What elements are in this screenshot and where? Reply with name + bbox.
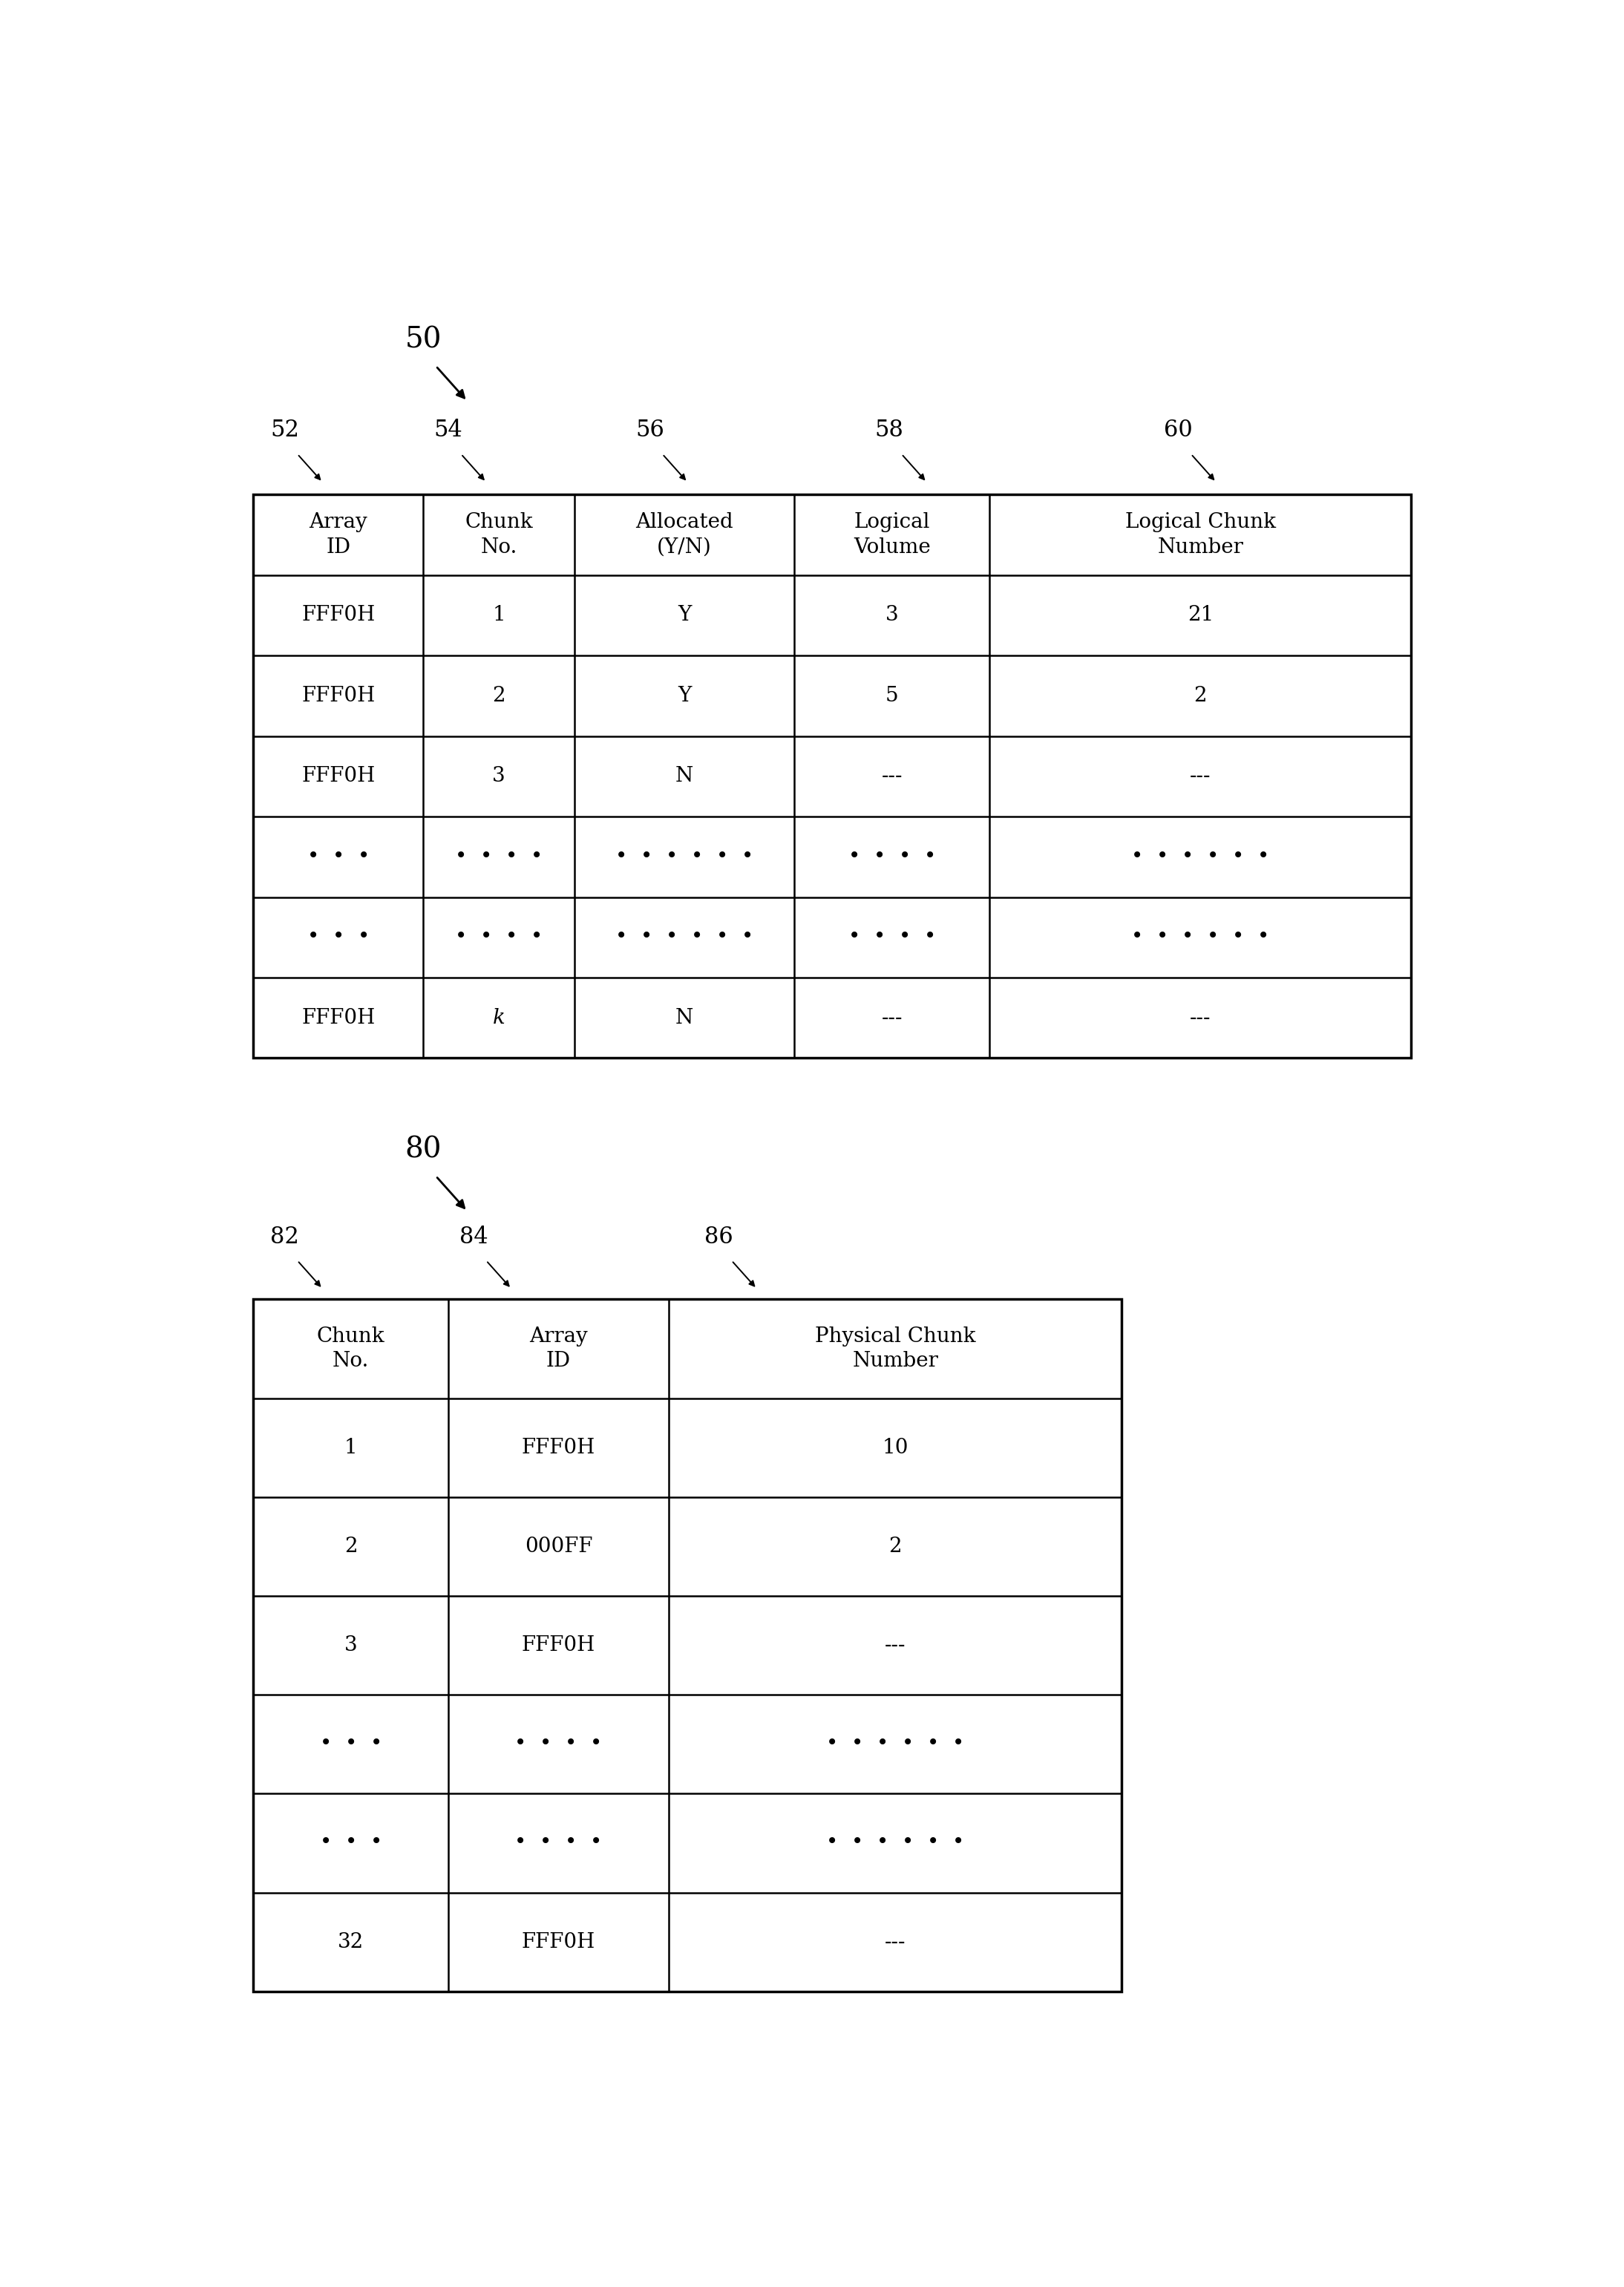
Text: •  •  •: • • •: [307, 846, 370, 867]
Text: •  •  •  •: • • • •: [848, 846, 935, 867]
Text: 82: 82: [270, 1226, 299, 1249]
Text: Physical Chunk
Number: Physical Chunk Number: [815, 1326, 976, 1372]
Text: 1: 1: [344, 1439, 357, 1457]
Text: Y: Y: [677, 606, 692, 624]
Text: 60: 60: [1164, 419, 1192, 441]
Text: 58: 58: [874, 419, 903, 441]
Text: •  •  •  •  •  •: • • • • • •: [827, 1834, 965, 1852]
Text: 3: 3: [344, 1635, 357, 1656]
Text: •  •  •  •: • • • •: [455, 846, 542, 867]
Text: ---: ---: [885, 1635, 906, 1656]
Text: 3: 3: [885, 606, 898, 624]
Text: 1: 1: [492, 606, 505, 624]
Text: 000FF: 000FF: [525, 1537, 593, 1557]
Text: 2: 2: [344, 1537, 357, 1557]
Text: 2: 2: [1194, 686, 1207, 707]
Text: •  •  •  •  •  •: • • • • • •: [615, 926, 754, 947]
Text: 50: 50: [404, 327, 442, 354]
Text: 32: 32: [338, 1933, 364, 1953]
Text: FFF0H: FFF0H: [302, 606, 375, 624]
Text: 56: 56: [635, 419, 664, 441]
Text: ---: ---: [882, 766, 903, 787]
Text: FFF0H: FFF0H: [302, 686, 375, 707]
Text: •  •  •  •  •  •: • • • • • •: [827, 1734, 965, 1754]
Text: Array
ID: Array ID: [529, 1326, 588, 1372]
Text: •  •  •: • • •: [320, 1734, 382, 1754]
Text: 2: 2: [492, 686, 505, 707]
Text: ---: ---: [885, 1933, 906, 1953]
Text: 2: 2: [888, 1537, 901, 1557]
Bar: [253, 494, 1411, 1059]
Text: •  •  •  •: • • • •: [848, 926, 935, 947]
Text: Chunk
No.: Chunk No.: [464, 512, 533, 558]
Text: 54: 54: [434, 419, 463, 441]
Text: FFF0H: FFF0H: [302, 1009, 375, 1027]
Text: N: N: [676, 1009, 693, 1027]
Text: FFF0H: FFF0H: [521, 1933, 596, 1953]
Text: •  •  •  •: • • • •: [515, 1834, 603, 1852]
Text: •  •  •  •: • • • •: [515, 1734, 603, 1754]
Text: ---: ---: [1190, 1009, 1212, 1027]
Text: ---: ---: [1190, 766, 1212, 787]
Text: 80: 80: [404, 1137, 442, 1164]
Text: 5: 5: [885, 686, 898, 707]
Text: •  •  •  •  •  •: • • • • • •: [1132, 926, 1270, 947]
Text: Allocated
(Y/N): Allocated (Y/N): [635, 512, 734, 558]
Text: •  •  •: • • •: [307, 926, 370, 947]
Text: FFF0H: FFF0H: [521, 1635, 596, 1656]
Text: FFF0H: FFF0H: [521, 1439, 596, 1457]
Text: Logical
Volume: Logical Volume: [854, 512, 931, 558]
Text: Y: Y: [677, 686, 692, 707]
Text: Logical Chunk
Number: Logical Chunk Number: [1125, 512, 1276, 558]
Text: 10: 10: [882, 1439, 908, 1457]
Text: •  •  •  •  •  •: • • • • • •: [615, 846, 754, 867]
Text: •  •  •  •  •  •: • • • • • •: [1132, 846, 1270, 867]
Text: 3: 3: [492, 766, 505, 787]
Text: Array
ID: Array ID: [309, 512, 367, 558]
Text: k: k: [492, 1009, 505, 1027]
Text: 21: 21: [1187, 606, 1213, 624]
Text: 84: 84: [460, 1226, 487, 1249]
Bar: [253, 1299, 1122, 1992]
Text: ---: ---: [882, 1009, 903, 1027]
Text: N: N: [676, 766, 693, 787]
Text: •  •  •  •: • • • •: [455, 926, 542, 947]
Text: 86: 86: [705, 1226, 734, 1249]
Text: 52: 52: [270, 419, 299, 441]
Text: FFF0H: FFF0H: [302, 766, 375, 787]
Text: •  •  •: • • •: [320, 1834, 382, 1852]
Text: Chunk
No.: Chunk No.: [317, 1326, 385, 1372]
